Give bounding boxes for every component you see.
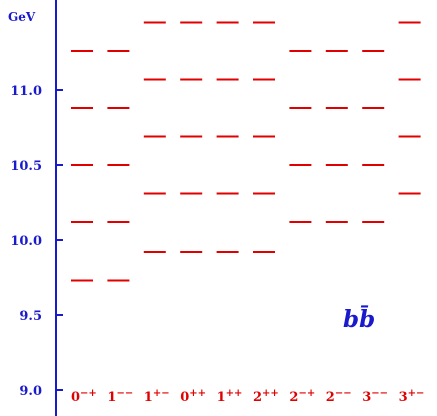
- y-tick-label: 10.0: [10, 234, 42, 249]
- y-tick-label: 9.5: [19, 309, 42, 324]
- y-tick-label: 10.5: [10, 159, 42, 174]
- category-label: 1+−: [144, 388, 170, 405]
- category-label: 3−−: [362, 388, 388, 405]
- system-label: bb̄: [343, 305, 375, 333]
- category-label: 1++: [217, 388, 243, 405]
- quantum-number-labels: 0−+ 1−− 1+− 0++ 1++ 2++ 2−+ 2−− 3−− 3+−: [71, 388, 424, 405]
- energy-levels: [71, 21, 421, 282]
- category-label: 0−+: [71, 388, 97, 405]
- unit-label: GeV: [8, 10, 36, 24]
- y-tick-label: 11.0: [10, 84, 42, 99]
- category-label: 2++: [253, 388, 279, 405]
- category-label: 3+−: [399, 388, 425, 405]
- category-label: 2−+: [289, 388, 315, 405]
- category-label: 2−−: [326, 388, 352, 405]
- y-axis: 9.0 9.5 10.0 10.5 11.0: [10, 0, 63, 416]
- y-tick-label: 9.0: [19, 384, 42, 399]
- category-label: 0++: [180, 388, 206, 405]
- category-label: 1−−: [107, 388, 133, 405]
